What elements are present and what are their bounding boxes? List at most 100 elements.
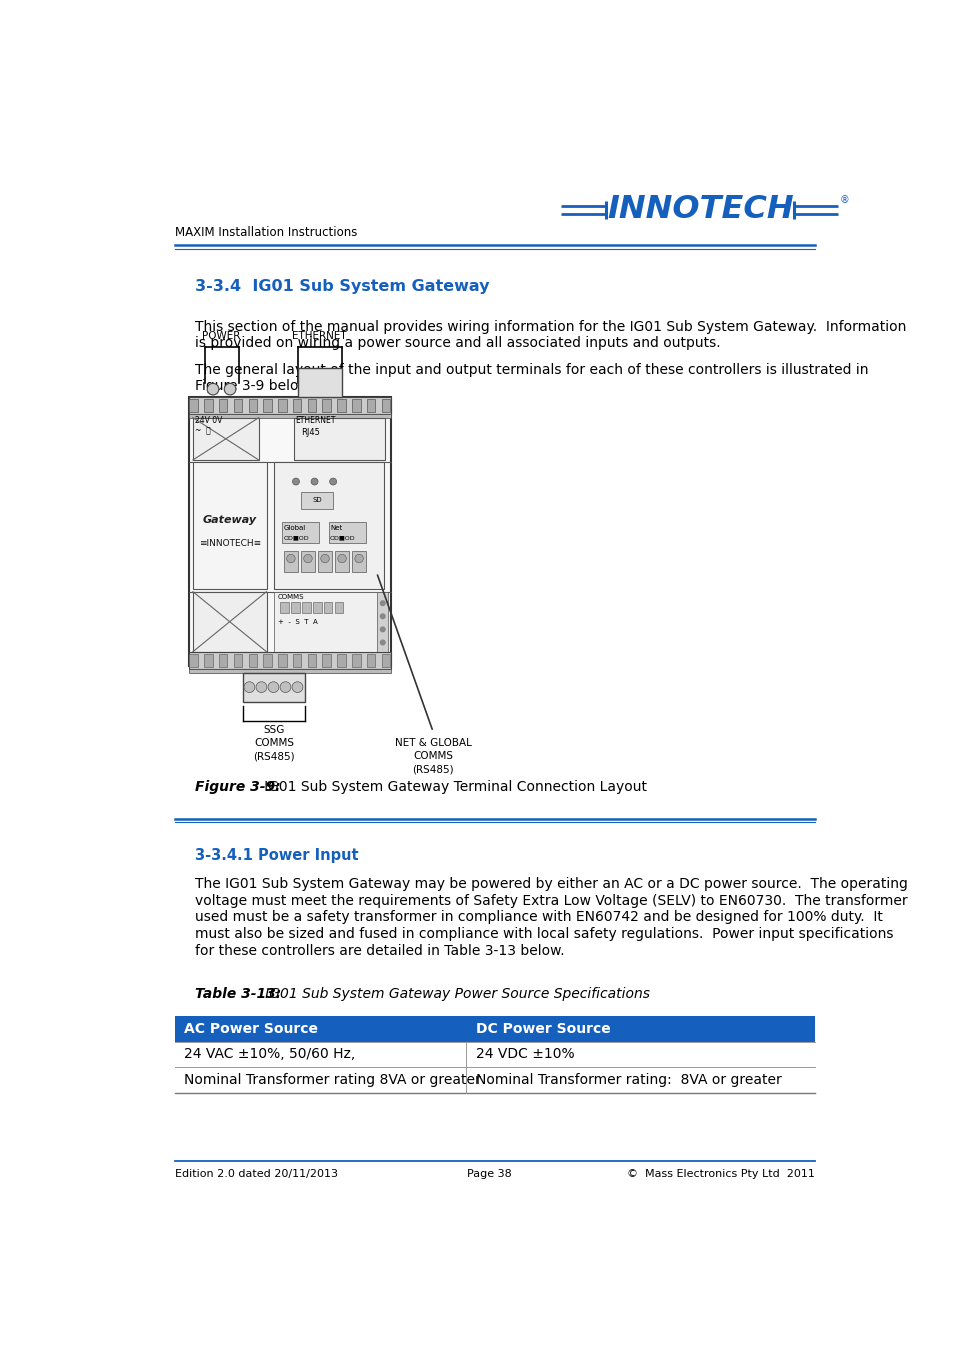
Circle shape bbox=[380, 640, 385, 645]
Bar bbox=[249, 653, 256, 667]
Bar bbox=[193, 591, 266, 652]
Text: Edition 2.0 dated 20/11/2013: Edition 2.0 dated 20/11/2013 bbox=[174, 1169, 337, 1179]
Text: must also be sized and fused in compliance with local safety regulations.  Power: must also be sized and fused in complian… bbox=[195, 927, 893, 941]
Bar bbox=[323, 602, 332, 613]
Bar bbox=[381, 400, 390, 412]
Bar bbox=[278, 400, 286, 412]
Bar bbox=[233, 653, 242, 667]
Bar bbox=[280, 602, 289, 613]
Text: DC Power Source: DC Power Source bbox=[476, 1022, 610, 1035]
Bar bbox=[381, 653, 390, 667]
Text: OD■OD: OD■OD bbox=[283, 535, 309, 540]
Text: 24 VAC ±10%, 50/60 Hz,: 24 VAC ±10%, 50/60 Hz, bbox=[184, 1048, 355, 1061]
Bar bbox=[335, 551, 349, 572]
Text: INNOTECH: INNOTECH bbox=[606, 194, 793, 225]
Text: IG01 Sub System Gateway Power Source Specifications: IG01 Sub System Gateway Power Source Spe… bbox=[252, 987, 649, 1002]
Bar bbox=[317, 551, 332, 572]
Text: Table 3-13:: Table 3-13: bbox=[195, 987, 281, 1002]
Text: RJ45: RJ45 bbox=[301, 428, 320, 436]
Bar bbox=[189, 668, 390, 672]
Circle shape bbox=[355, 555, 363, 563]
Bar bbox=[352, 400, 360, 412]
Bar bbox=[302, 602, 311, 613]
Bar bbox=[193, 417, 258, 460]
Bar bbox=[293, 653, 301, 667]
Bar bbox=[300, 491, 333, 509]
Text: Nominal Transformer rating 8VA or greater: Nominal Transformer rating 8VA or greate… bbox=[184, 1073, 480, 1087]
Bar bbox=[366, 400, 375, 412]
Circle shape bbox=[311, 478, 317, 485]
Bar bbox=[263, 400, 272, 412]
Text: SSG
COMMS
(RS485): SSG COMMS (RS485) bbox=[253, 725, 294, 761]
Text: 3-3.4.1 Power Input: 3-3.4.1 Power Input bbox=[195, 848, 358, 863]
Bar bbox=[263, 653, 272, 667]
Bar bbox=[233, 400, 242, 412]
Circle shape bbox=[244, 682, 254, 693]
Bar bbox=[283, 551, 298, 572]
Text: ~  ⏚: ~ ⏚ bbox=[195, 427, 211, 435]
Bar bbox=[174, 1017, 466, 1042]
Circle shape bbox=[255, 682, 267, 693]
Bar bbox=[466, 1017, 815, 1042]
Text: IG01 Sub System Gateway Terminal Connection Layout: IG01 Sub System Gateway Terminal Connect… bbox=[251, 780, 646, 794]
Circle shape bbox=[320, 555, 329, 563]
Text: This section of the manual provides wiring information for the IG01 Sub System G: This section of the manual provides wiri… bbox=[195, 320, 905, 333]
Bar bbox=[193, 462, 266, 590]
Text: POWER: POWER bbox=[202, 331, 240, 342]
Text: COMMS: COMMS bbox=[278, 594, 304, 601]
Text: used must be a safety transformer in compliance with EN60742 and be designed for: used must be a safety transformer in com… bbox=[195, 910, 882, 925]
Circle shape bbox=[293, 478, 299, 485]
Bar bbox=[189, 397, 390, 414]
Bar bbox=[189, 414, 390, 417]
Bar bbox=[322, 653, 331, 667]
Text: for these controllers are detailed in Table 3-13 below.: for these controllers are detailed in Ta… bbox=[195, 944, 564, 957]
Bar bbox=[322, 400, 331, 412]
Text: The general layout of the input and output terminals for each of these controlle: The general layout of the input and outp… bbox=[195, 363, 868, 377]
Text: voltage must meet the requirements of Safety Extra Low Voltage (SELV) to EN60730: voltage must meet the requirements of Sa… bbox=[195, 894, 907, 909]
Text: is provided on wiring a power source and all associated inputs and outputs.: is provided on wiring a power source and… bbox=[195, 336, 720, 351]
Text: +  -  S  T  A: + - S T A bbox=[278, 620, 317, 625]
Circle shape bbox=[337, 555, 346, 563]
Text: ®: ® bbox=[840, 194, 849, 205]
Text: ETHERNET: ETHERNET bbox=[294, 416, 335, 425]
Circle shape bbox=[330, 478, 336, 485]
Bar bbox=[336, 653, 345, 667]
Circle shape bbox=[268, 682, 278, 693]
Bar bbox=[352, 551, 366, 572]
Text: OD■OD: OD■OD bbox=[330, 535, 355, 540]
Text: Nominal Transformer rating:  8VA or greater: Nominal Transformer rating: 8VA or great… bbox=[476, 1073, 781, 1087]
Text: ©  Mass Electronics Pty Ltd  2011: © Mass Electronics Pty Ltd 2011 bbox=[627, 1169, 815, 1179]
Bar bbox=[300, 551, 315, 572]
Text: 3-3.4  IG01 Sub System Gateway: 3-3.4 IG01 Sub System Gateway bbox=[195, 279, 489, 294]
Text: AC Power Source: AC Power Source bbox=[184, 1022, 318, 1035]
Bar bbox=[278, 653, 286, 667]
Bar bbox=[282, 521, 319, 543]
Text: NET & GLOBAL
COMMS
(RS485): NET & GLOBAL COMMS (RS485) bbox=[395, 738, 471, 775]
Bar bbox=[293, 400, 301, 412]
Circle shape bbox=[207, 383, 218, 396]
Bar bbox=[219, 653, 227, 667]
Bar bbox=[189, 652, 390, 668]
Text: SD: SD bbox=[312, 497, 321, 504]
Bar bbox=[204, 653, 213, 667]
Circle shape bbox=[380, 628, 385, 632]
Text: Figure 3-9 below.: Figure 3-9 below. bbox=[195, 379, 313, 393]
Bar bbox=[366, 653, 375, 667]
Bar bbox=[336, 400, 345, 412]
Bar bbox=[189, 397, 390, 667]
Circle shape bbox=[280, 682, 291, 693]
Bar bbox=[291, 602, 299, 613]
Bar bbox=[313, 602, 321, 613]
Circle shape bbox=[303, 555, 312, 563]
Circle shape bbox=[380, 601, 385, 606]
Bar bbox=[243, 672, 305, 702]
Text: ETHERNET: ETHERNET bbox=[292, 331, 346, 342]
Circle shape bbox=[286, 555, 294, 563]
Bar bbox=[190, 653, 197, 667]
Text: Global: Global bbox=[283, 525, 306, 531]
Text: MAXIM Installation Instructions: MAXIM Installation Instructions bbox=[174, 225, 357, 239]
Bar bbox=[328, 521, 365, 543]
Bar bbox=[294, 417, 385, 460]
Bar bbox=[307, 400, 315, 412]
Circle shape bbox=[380, 614, 385, 618]
